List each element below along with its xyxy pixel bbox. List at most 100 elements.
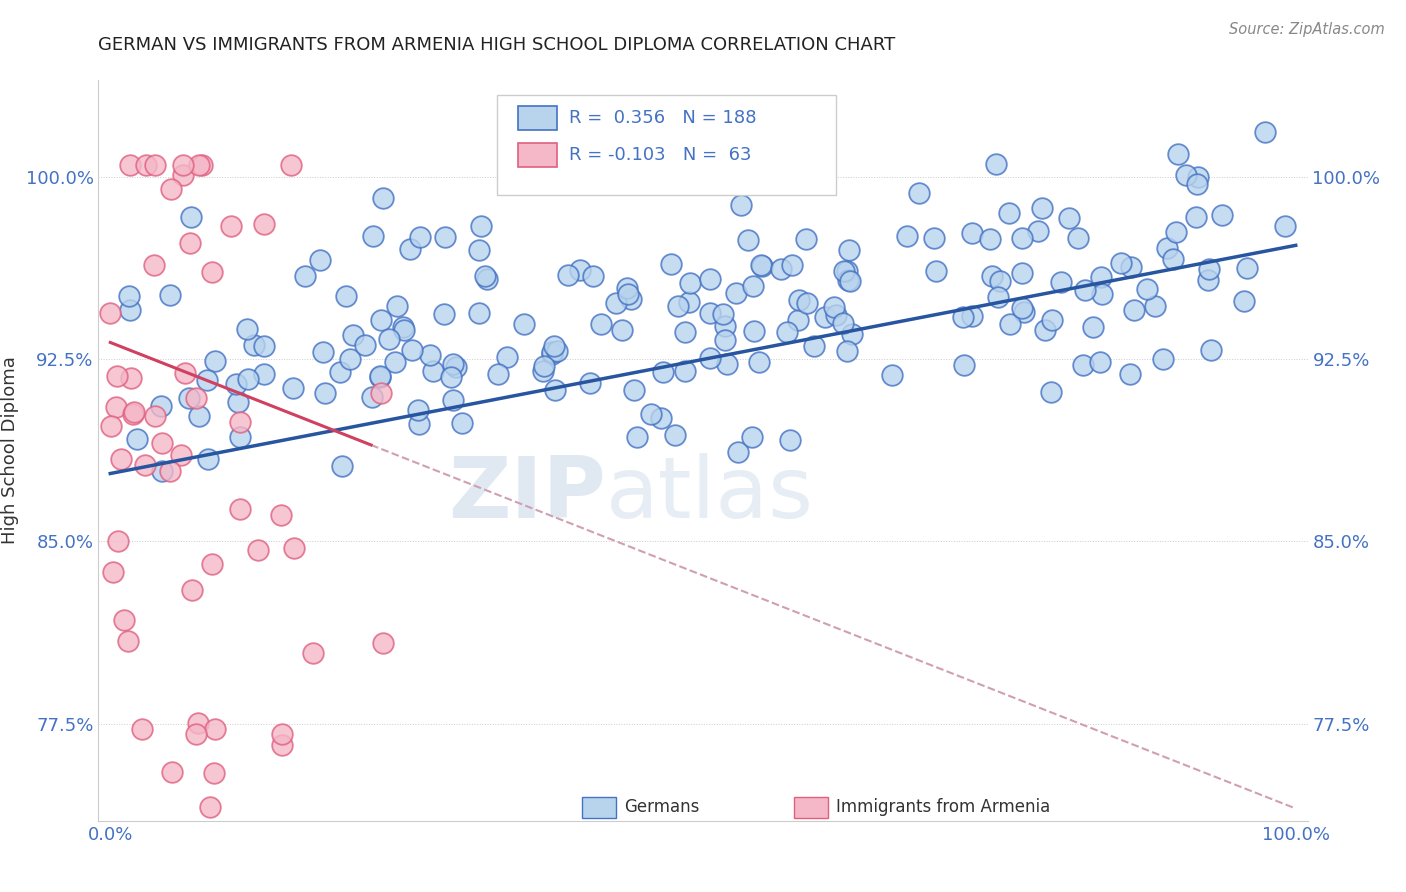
Point — [117, 634, 139, 648]
Point — [626, 430, 648, 444]
Point — [533, 359, 555, 373]
Point — [699, 306, 721, 320]
Point — [486, 367, 509, 381]
Point — [925, 264, 948, 278]
Point — [620, 292, 643, 306]
Point — [225, 376, 247, 391]
Point — [1119, 367, 1142, 381]
Point — [127, 432, 149, 446]
Point — [605, 295, 627, 310]
Point — [839, 273, 862, 287]
Point — [1167, 146, 1189, 161]
Point — [270, 508, 292, 523]
Point — [188, 158, 211, 172]
Point — [725, 286, 748, 301]
Point — [98, 306, 121, 320]
Point — [236, 322, 259, 336]
Point — [714, 333, 737, 347]
Bar — [793, 797, 828, 818]
Point — [1233, 294, 1256, 309]
Point — [714, 319, 737, 334]
Point — [1090, 269, 1112, 284]
Point — [110, 452, 132, 467]
Point — [143, 409, 166, 423]
Point — [512, 317, 534, 331]
Point — [557, 268, 579, 283]
Point — [201, 265, 224, 279]
Y-axis label: High School Diploma: High School Diploma — [0, 357, 18, 544]
Point — [998, 206, 1021, 220]
Point — [120, 371, 142, 385]
Point — [832, 316, 855, 330]
Point — [952, 358, 974, 372]
Point — [659, 257, 682, 271]
Point — [204, 354, 226, 368]
Point — [1143, 299, 1166, 313]
Point — [1185, 211, 1208, 225]
Point — [960, 309, 983, 323]
Point — [444, 360, 467, 375]
Point — [979, 232, 1001, 246]
Point — [172, 158, 194, 172]
Point — [699, 351, 721, 366]
Point — [105, 368, 128, 383]
Point — [170, 448, 193, 462]
Point — [609, 177, 631, 191]
Point — [711, 307, 734, 321]
Point — [219, 874, 242, 888]
Text: GERMAN VS IMMIGRANTS FROM ARMENIA HIGH SCHOOL DIPLOMA CORRELATION CHART: GERMAN VS IMMIGRANTS FROM ARMENIA HIGH S… — [98, 36, 896, 54]
Point — [470, 219, 492, 233]
Point — [112, 613, 135, 627]
Bar — [517, 106, 557, 130]
Point — [775, 325, 797, 339]
Point — [477, 272, 499, 286]
Point — [433, 307, 456, 321]
Point — [1119, 260, 1142, 275]
Point — [749, 258, 772, 272]
Point — [1040, 313, 1063, 327]
Point — [1074, 283, 1097, 297]
Point — [122, 407, 145, 421]
Point — [329, 365, 352, 379]
Point — [623, 383, 645, 397]
Point — [541, 347, 564, 361]
Point — [433, 229, 456, 244]
Point — [246, 543, 269, 558]
Point — [1026, 224, 1049, 238]
Point — [280, 158, 302, 172]
Point — [226, 395, 249, 409]
Text: Source: ZipAtlas.com: Source: ZipAtlas.com — [1229, 22, 1385, 37]
Point — [1033, 323, 1056, 337]
Point — [673, 326, 696, 340]
Point — [150, 464, 173, 478]
Point — [998, 318, 1021, 332]
Point — [179, 236, 201, 251]
Point — [370, 313, 392, 327]
Point — [283, 541, 305, 555]
Point — [468, 243, 491, 257]
Point — [401, 343, 423, 357]
Point — [787, 313, 810, 327]
Point — [408, 417, 430, 431]
Point — [342, 328, 364, 343]
Point — [370, 386, 392, 401]
Point — [823, 300, 845, 314]
Point — [1090, 355, 1112, 369]
Point — [1198, 262, 1220, 277]
Point — [716, 357, 738, 371]
Point — [650, 411, 672, 425]
Point — [371, 191, 394, 205]
Point — [1011, 266, 1033, 280]
Point — [794, 232, 817, 246]
Point — [988, 274, 1011, 288]
Point — [339, 351, 361, 366]
Point — [419, 348, 441, 362]
Point — [201, 558, 224, 572]
Point — [1066, 231, 1088, 245]
Text: Germans: Germans — [624, 798, 700, 816]
Bar — [582, 797, 616, 818]
Point — [368, 369, 391, 384]
Text: atlas: atlas — [606, 453, 814, 536]
Point — [1031, 202, 1053, 216]
Point — [960, 226, 983, 240]
